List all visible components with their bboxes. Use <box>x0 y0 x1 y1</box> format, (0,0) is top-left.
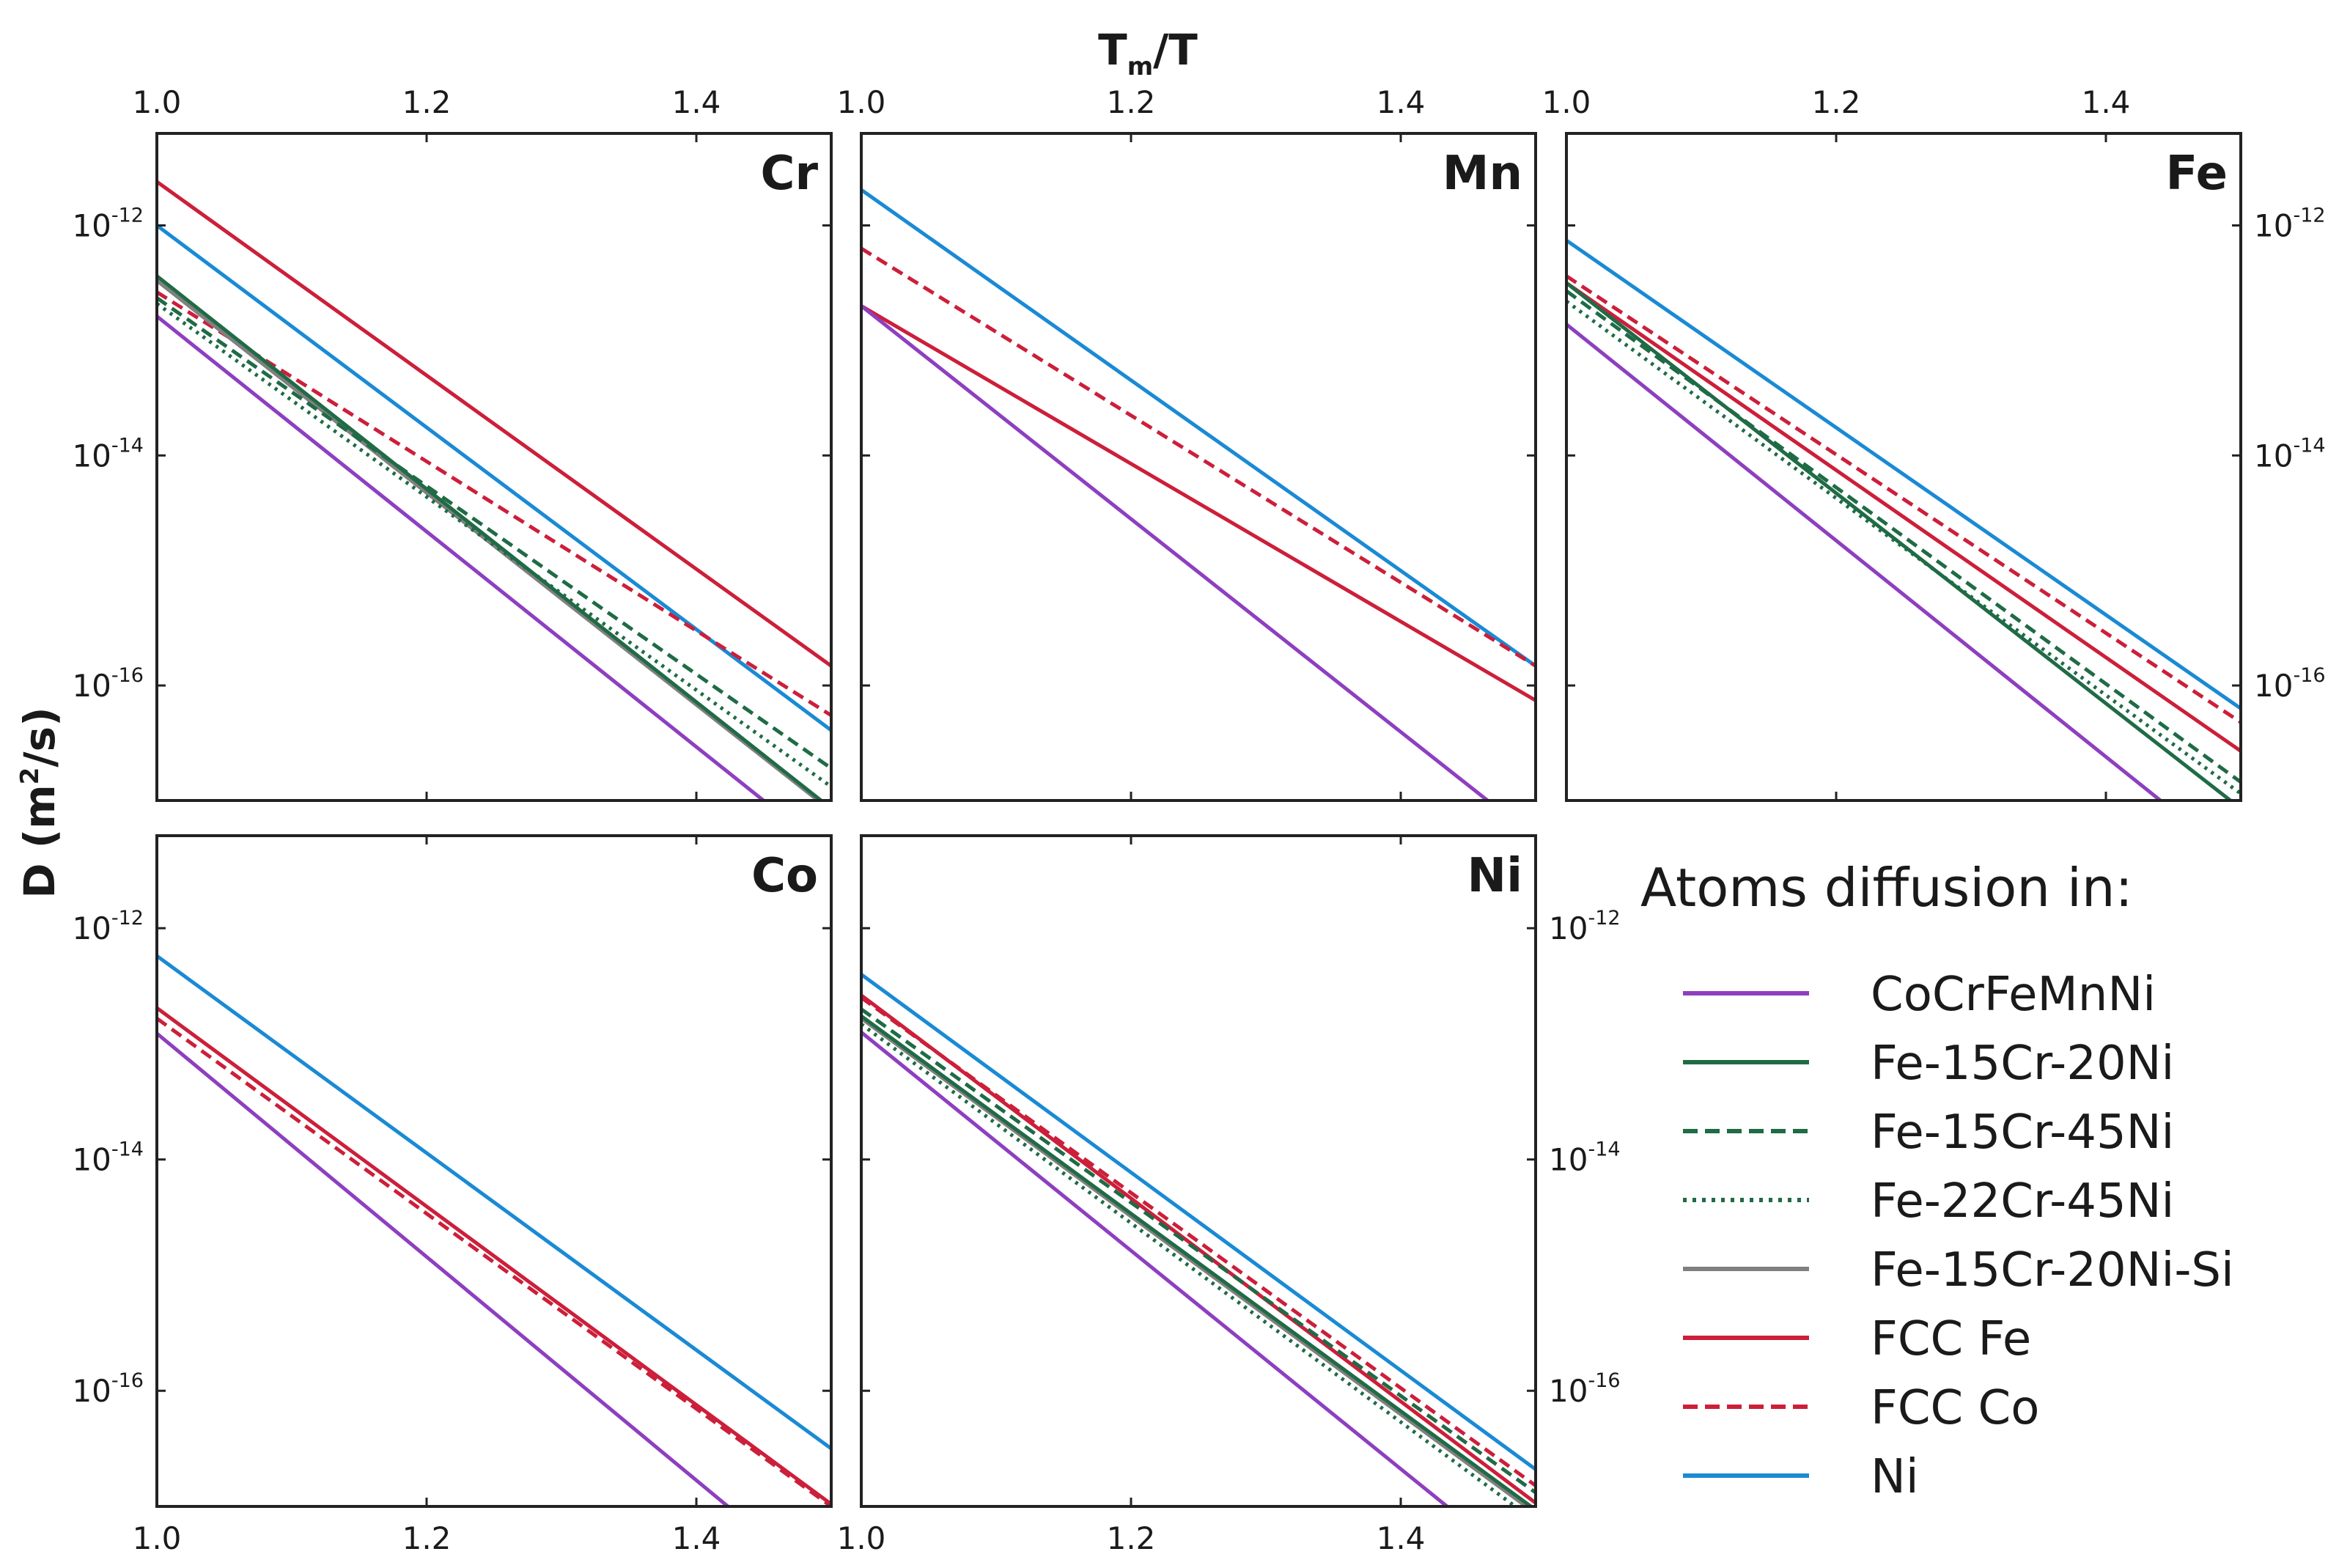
y-tick-label: 10-14 <box>2254 434 2326 474</box>
x-tick-label: 1.0 <box>837 1520 886 1556</box>
y-axis-title-sup: 2 <box>15 768 45 785</box>
series-line-fe-ni <box>1566 238 2241 710</box>
series-line-fe-cocrfemnni <box>1566 323 2164 800</box>
legend-label-fe-22cr-45ni: Fe-22Cr-45Ni <box>1871 1174 2174 1229</box>
series-line-fe-fe-15cr-45ni <box>1566 289 2241 784</box>
panel-title-mn: Mn <box>1443 147 1522 201</box>
y-axis-title-post: /s) <box>15 707 65 767</box>
y-tick-label: 10-16 <box>72 1369 144 1409</box>
series-line-ni-fe-15cr-45ni <box>861 1007 1536 1495</box>
series-line-fe-fe-22cr-45ni <box>1566 300 2241 795</box>
y-tick-label: 10-12 <box>72 907 144 946</box>
series-line-co-ni <box>157 954 831 1451</box>
x-tick-label: 1.0 <box>1542 84 1591 120</box>
legend-title: Atoms diffusion in: <box>1640 857 2133 919</box>
y-axis-title-pre: D (m <box>15 784 65 898</box>
panel-cr-lines <box>157 180 831 800</box>
series-line-cr-fe-15cr-45ni <box>157 296 831 770</box>
x-tick-label: 1.4 <box>1377 84 1426 120</box>
x-tick-label: 1.0 <box>133 84 182 120</box>
panel-cr: 1.0 1.2 1.4 10-12 10-14 10-16 Cr <box>72 84 833 802</box>
series-line-fe-fcc-fe <box>1566 281 2241 753</box>
x-axis-title: Tm/T <box>1098 25 1198 81</box>
series-line-ni-fe-15cr-20ni <box>861 1015 1534 1506</box>
legend-label-ni: Ni <box>1871 1450 1919 1504</box>
y-tick-label: 10-12 <box>1549 907 1621 946</box>
y-axis-title: D (m2/s) <box>15 707 65 898</box>
panel-ni-lines <box>861 973 1536 1506</box>
panel-fe-frame <box>1565 132 2242 802</box>
panel-ni-frame <box>860 834 1537 1508</box>
legend-label-fe-15cr-45ni: Fe-15Cr-45Ni <box>1871 1105 2174 1160</box>
y-tick-label: 10-12 <box>2254 205 2326 244</box>
y-tick-label: 10-16 <box>1549 1369 1621 1409</box>
y-tick-label: 10-14 <box>72 434 144 474</box>
series-line-ni-fe-22cr-45ni <box>861 1023 1519 1506</box>
y-tick-label: 10-14 <box>1549 1138 1621 1178</box>
panel-mn: 1.0 1.2 1.4 Mn <box>837 84 1537 802</box>
legend-label-fcc-co: FCC Co <box>1871 1381 2039 1435</box>
series-line-ni-fe-15cr-20ni-si <box>861 1017 1530 1506</box>
x-tick-label: 1.4 <box>672 1520 721 1556</box>
series-line-mn-fcc-fe <box>861 304 1536 702</box>
x-tick-label: 1.2 <box>402 1520 452 1556</box>
x-tick-label: 1.2 <box>1812 84 1861 120</box>
panel-title-cr: Cr <box>760 147 818 201</box>
panel-fe-lines <box>1566 238 2241 800</box>
x-tick-label: 1.4 <box>672 84 721 120</box>
x-tick-label: 1.4 <box>2082 84 2131 120</box>
x-tick-label: 1.2 <box>1107 84 1156 120</box>
panel-ni: 1.0 1.2 1.4 10-12 10-14 10-16 Ni <box>837 834 1621 1556</box>
series-line-cr-fe-15cr-20ni <box>157 274 825 800</box>
y-tick-label: 10-16 <box>72 664 144 704</box>
series-line-co-fcc-co <box>157 1017 831 1506</box>
x-tick-label: 1.2 <box>402 84 452 120</box>
panel-cr-frame <box>155 132 833 802</box>
legend-label-fcc-fe: FCC Fe <box>1871 1312 2031 1366</box>
panel-title-ni: Ni <box>1467 849 1523 903</box>
x-tick-label: 1.0 <box>837 84 886 120</box>
series-line-cr-ni <box>157 224 831 732</box>
legend-label-cocrfemnni: CoCrFeMnNi <box>1871 968 2156 1022</box>
series-line-fe-fcc-co <box>1566 274 2241 724</box>
y-tick-label: 10-16 <box>2254 664 2326 704</box>
legend-label-fe-15cr-20ni: Fe-15Cr-20Ni <box>1871 1037 2174 1091</box>
series-line-co-fcc-fe <box>157 1006 831 1506</box>
panel-title-co: Co <box>751 849 818 903</box>
x-tick-label: 1.2 <box>1107 1520 1156 1556</box>
series-line-cr-fe-15cr-20ni-si <box>157 279 822 800</box>
x-axis-title-main: T <box>1098 25 1127 75</box>
y-tick-label: 10-14 <box>72 1138 144 1178</box>
panel-co-frame <box>155 834 833 1508</box>
panel-co: 1.0 1.2 1.4 10-12 10-14 10-16 Co <box>72 834 833 1556</box>
series-line-cr-cocrfemnni <box>157 314 767 800</box>
series-line-ni-ni <box>861 973 1536 1471</box>
legend: Atoms diffusion in: CoCrFeMnNi Fe-15Cr-20… <box>1640 857 2234 1504</box>
panel-co-lines <box>157 954 831 1506</box>
series-line-mn-cocrfemnni <box>861 304 1491 800</box>
x-tick-label: 1.4 <box>1377 1520 1426 1556</box>
x-axis-title-rest: /T <box>1153 25 1198 75</box>
y-tick-label: 10-12 <box>72 205 144 244</box>
panel-fe: 1.0 1.2 1.4 10-12 10-14 10-16 Fe <box>1542 84 2326 802</box>
panel-mn-frame <box>860 132 1537 802</box>
series-line-fe-fe-15cr-20ni <box>1566 281 2233 800</box>
x-tick-label: 1.0 <box>133 1520 182 1556</box>
series-line-ni-cocrfemnni <box>861 1031 1451 1506</box>
series-line-mn-ni <box>861 188 1536 668</box>
legend-label-fe-15cr-20ni-si: Fe-15Cr-20Ni-Si <box>1871 1243 2234 1298</box>
series-line-mn-fcc-co <box>861 246 1536 668</box>
series-line-cr-fe-22cr-45ni <box>157 302 831 789</box>
panel-title-fe: Fe <box>2165 147 2228 201</box>
x-axis-title-sub: m <box>1127 52 1153 81</box>
series-line-co-cocrfemnni <box>157 1031 731 1506</box>
legend-items: CoCrFeMnNi Fe-15Cr-20Ni Fe-15Cr-45Ni Fe-22C… <box>1683 968 2234 1504</box>
panel-mn-lines <box>861 188 1536 800</box>
series-line-cr-fcc-fe <box>157 180 831 668</box>
